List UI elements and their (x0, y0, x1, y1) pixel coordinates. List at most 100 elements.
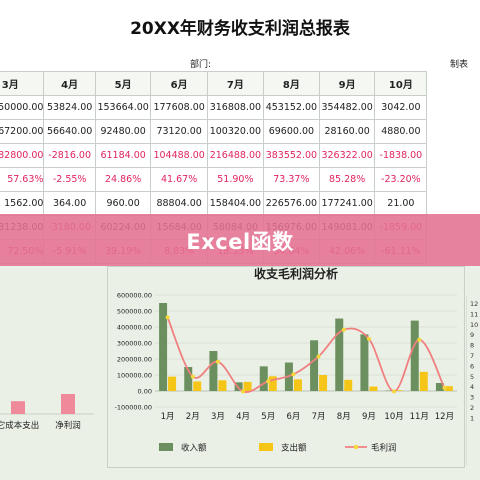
table-cell[interactable]: 182800.00 (0, 143, 45, 168)
table-cell[interactable]: 57.63% (0, 167, 45, 192)
table-cell[interactable]: -2816.00 (43, 143, 96, 168)
table-row: 67200.00 56640.00 92480.00 73120.00 100320.0… (0, 119, 456, 144)
y-tick-label: 0.00 (138, 388, 152, 396)
legend-swatch (159, 443, 173, 451)
legend-label: 毛利润 (371, 443, 397, 454)
bar-expense (193, 381, 202, 391)
table-cell[interactable]: 28160.00 (318, 119, 376, 144)
table-cell[interactable]: -1838.00 (374, 143, 428, 168)
left-chart-label: 它成本支出 (0, 420, 39, 431)
table-cell[interactable]: 21.00 (374, 191, 428, 216)
right-axis-tick: 4 (470, 383, 474, 391)
table-cell[interactable]: 85.28% (318, 167, 376, 192)
profit-point (442, 385, 447, 390)
table-cell[interactable]: 56640.00 (43, 119, 96, 144)
table-cell[interactable]: 177608.00 (150, 95, 208, 120)
x-tick-label: 7月 (312, 412, 326, 422)
table-cell[interactable]: 61184.00 (94, 143, 152, 168)
table-cell[interactable]: 73.37% (262, 167, 320, 192)
y-tick-label: 500000.00 (117, 308, 152, 316)
profit-point (291, 372, 296, 377)
table-cell[interactable]: 960.00 (94, 191, 152, 216)
table-cell[interactable]: 316808.00 (206, 95, 264, 120)
x-tick-label: 2月 (186, 412, 200, 422)
y-tick-label: 100000.00 (117, 372, 152, 380)
profit-line (166, 317, 446, 393)
left-chart-bar (11, 401, 25, 414)
table-cell[interactable]: 354482.00 (318, 95, 376, 120)
report-title: 20XX年财务收支利润总报表 (130, 19, 350, 39)
right-axis-tick: 5 (470, 373, 474, 381)
bar-income (410, 320, 419, 391)
x-tick-label: 8月 (337, 412, 351, 422)
x-tick-label: 9月 (362, 412, 376, 422)
bar-income (310, 340, 319, 391)
bar-expense (394, 390, 403, 391)
right-axis-tick: 3 (470, 394, 474, 402)
table-cell[interactable]: 41.67% (150, 167, 208, 192)
table-cell[interactable]: 69600.00 (262, 119, 320, 144)
y-tick-label: 400000.00 (117, 324, 152, 332)
table-cell[interactable]: 88804.00 (150, 191, 208, 216)
profit-point (266, 379, 271, 384)
month-header: 6月 (150, 71, 208, 96)
table-cell[interactable]: 216488.00 (206, 143, 264, 168)
table-cell[interactable]: 364.00 (43, 191, 96, 216)
legend-swatch (259, 443, 273, 451)
table-cell[interactable]: 158404.00 (206, 191, 264, 216)
table-cell[interactable]: -23.20% (374, 167, 428, 192)
table-cell[interactable]: 326322.00 (318, 143, 376, 168)
table-cell[interactable]: 250000.00 (0, 95, 45, 120)
table-cell[interactable]: 67200.00 (0, 119, 45, 144)
month-header: 10月 (374, 71, 428, 96)
profit-point (341, 327, 346, 332)
x-tick-label: 1月 (161, 412, 175, 422)
bar-expense (168, 376, 177, 391)
table-cell[interactable]: 53824.00 (43, 95, 96, 120)
banner-overlay (0, 214, 480, 266)
month-header: 7月 (206, 71, 264, 96)
bar-expense (268, 376, 277, 391)
x-tick-label: 10月 (384, 412, 403, 422)
right-axis-tick: 10 (470, 321, 478, 329)
profit-point (215, 359, 220, 364)
table-cell[interactable]: 51.90% (206, 167, 264, 192)
table-cell[interactable]: 73120.00 (150, 119, 208, 144)
profit-point (417, 337, 422, 342)
x-tick-label: 5月 (261, 412, 275, 422)
left-chart-label: 净利润 (55, 420, 81, 431)
left-chart-bar (61, 394, 75, 414)
table-row: 250000.0053824.00153664.00177608.0031680… (0, 95, 456, 120)
month-header: 5月 (94, 71, 152, 96)
table-cell[interactable]: 24.86% (94, 167, 152, 192)
y-tick-label: -100000.00 (115, 404, 153, 412)
table-cell[interactable]: 104488.00 (150, 143, 208, 168)
month-header: 8月 (262, 71, 320, 96)
table-cell[interactable]: 1562.00 (0, 191, 45, 216)
banner-text: Excel函数 (186, 230, 294, 254)
table-cell[interactable]: 100320.00 (206, 119, 264, 144)
maker-label: 制表 (450, 60, 469, 70)
department-label: 部门: (190, 60, 212, 70)
table-cell[interactable]: 92480.00 (94, 119, 152, 144)
table-cell[interactable]: 153664.00 (94, 95, 152, 120)
table-cell[interactable]: 383552.00 (262, 143, 320, 168)
right-axis-tick: 12 (470, 300, 478, 308)
right-axis-tick: 11 (470, 310, 478, 318)
bar-income (209, 351, 218, 391)
table-cell[interactable]: 4880.00 (374, 119, 428, 144)
profit-point (241, 389, 246, 394)
x-tick-label: 3月 (211, 412, 225, 422)
table-cell[interactable]: 226576.00 (262, 191, 320, 216)
bar-income (435, 383, 444, 391)
table-cell[interactable]: 453152.00 (262, 95, 320, 120)
table-cell[interactable]: -2.55% (43, 167, 96, 192)
bar-expense (293, 379, 302, 391)
chart-title: 收支毛利润分析 (254, 266, 338, 281)
table-cell[interactable]: 3042.00 (374, 95, 428, 120)
table-cell[interactable]: 177241.00 (318, 191, 376, 216)
profit-point (366, 336, 371, 341)
bar-income (360, 334, 369, 391)
bar-income (184, 367, 193, 391)
bar-expense (243, 381, 252, 391)
